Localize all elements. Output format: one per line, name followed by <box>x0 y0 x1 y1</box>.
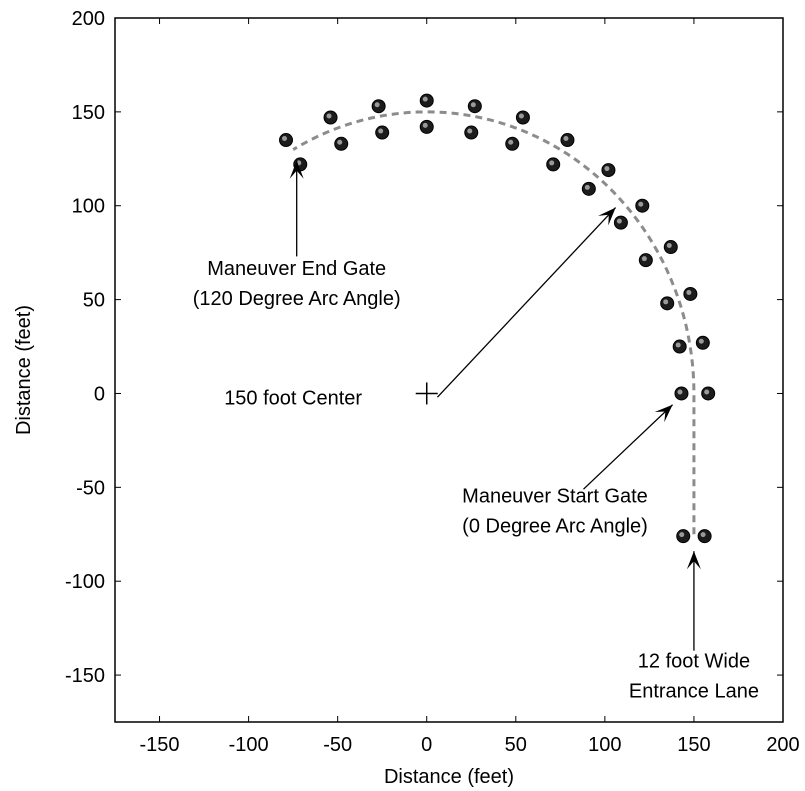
annotation-start-gate: Maneuver Start Gate (0 Degree Arc Angle) <box>462 404 674 537</box>
x-tick-label: -100 <box>229 734 269 756</box>
x-tick-label: 200 <box>766 734 799 756</box>
x-tick-label: 150 <box>677 734 710 756</box>
cone-marker <box>635 198 650 213</box>
x-tick-label: -150 <box>140 734 180 756</box>
cone-marker <box>697 529 712 544</box>
x-tick-label: 100 <box>588 734 621 756</box>
cone-marker <box>663 240 678 255</box>
cone-marker <box>601 163 616 178</box>
cone-marker <box>505 136 520 151</box>
cone-markers <box>279 93 716 544</box>
cone-marker <box>701 386 716 401</box>
cone-marker <box>375 125 390 140</box>
cone-marker <box>674 386 689 401</box>
cone-marker <box>279 133 294 148</box>
annotation-text: 12 foot Wide <box>638 651 750 673</box>
x-tick-label: 0 <box>421 734 432 756</box>
annotation-entrance: 12 foot Wide Entrance Lane <box>629 551 759 703</box>
y-tick-label: 100 <box>72 196 105 218</box>
y-tick-label: 50 <box>83 290 105 312</box>
cone-marker <box>613 215 628 230</box>
annotation-text: Maneuver End Gate <box>207 258 386 280</box>
annotations: Maneuver End Gate (120 Degree Arc Angle) 1… <box>193 160 759 703</box>
y-axis-label: Distance (feet) <box>13 305 35 435</box>
cone-marker <box>419 93 434 108</box>
cone-marker <box>546 157 561 172</box>
x-tick-label: -50 <box>323 734 352 756</box>
cone-marker <box>683 286 698 301</box>
annotation-text: Maneuver Start Gate <box>462 485 648 507</box>
arrow-head <box>686 551 701 570</box>
cone-marker <box>419 119 434 134</box>
arrow-head <box>654 404 673 423</box>
cone-marker <box>672 339 687 354</box>
vehicle-path <box>292 110 696 535</box>
y-tick-label: 150 <box>72 102 105 124</box>
arrow-head <box>289 160 304 179</box>
x-axis-label: Distance (feet) <box>384 766 514 788</box>
cone-marker <box>515 110 530 125</box>
y-tick-label: 0 <box>94 383 105 405</box>
axis-ticks: -150 -100 -50 0 50 100 150 200 -150 -100 -50 0 50 100… <box>65 8 800 756</box>
annotation-text: (0 Degree Arc Angle) <box>462 515 648 537</box>
y-tick-label: -50 <box>76 477 105 499</box>
cone-marker <box>581 181 596 196</box>
cone-marker <box>676 529 691 544</box>
cone-marker <box>638 253 653 268</box>
arrow-line <box>436 207 617 398</box>
arrow-line <box>583 404 674 490</box>
cone-marker <box>660 296 675 311</box>
annotation-text: 150 foot Center <box>224 388 362 410</box>
cone-marker <box>334 136 349 151</box>
y-tick-label: 200 <box>72 8 105 30</box>
path-line <box>292 110 696 535</box>
center-marker <box>415 382 438 405</box>
annotation-text: (120 Degree Arc Angle) <box>193 288 401 310</box>
annotation-center: 150 foot Center <box>224 207 617 410</box>
cone-marker <box>695 335 710 350</box>
annotation-end-gate: Maneuver End Gate (120 Degree Arc Angle) <box>193 160 401 310</box>
arrow-head <box>598 207 616 226</box>
cone-marker <box>464 125 479 140</box>
x-tick-label: 50 <box>505 734 527 756</box>
cone-marker <box>323 110 338 125</box>
cone-marker <box>560 133 575 148</box>
cone-marker <box>371 99 386 114</box>
y-tick-label: -150 <box>65 665 105 687</box>
y-tick-label: -100 <box>65 571 105 593</box>
cone-marker <box>467 99 482 114</box>
plot-area <box>114 17 784 723</box>
annotation-text: Entrance Lane <box>629 681 759 703</box>
